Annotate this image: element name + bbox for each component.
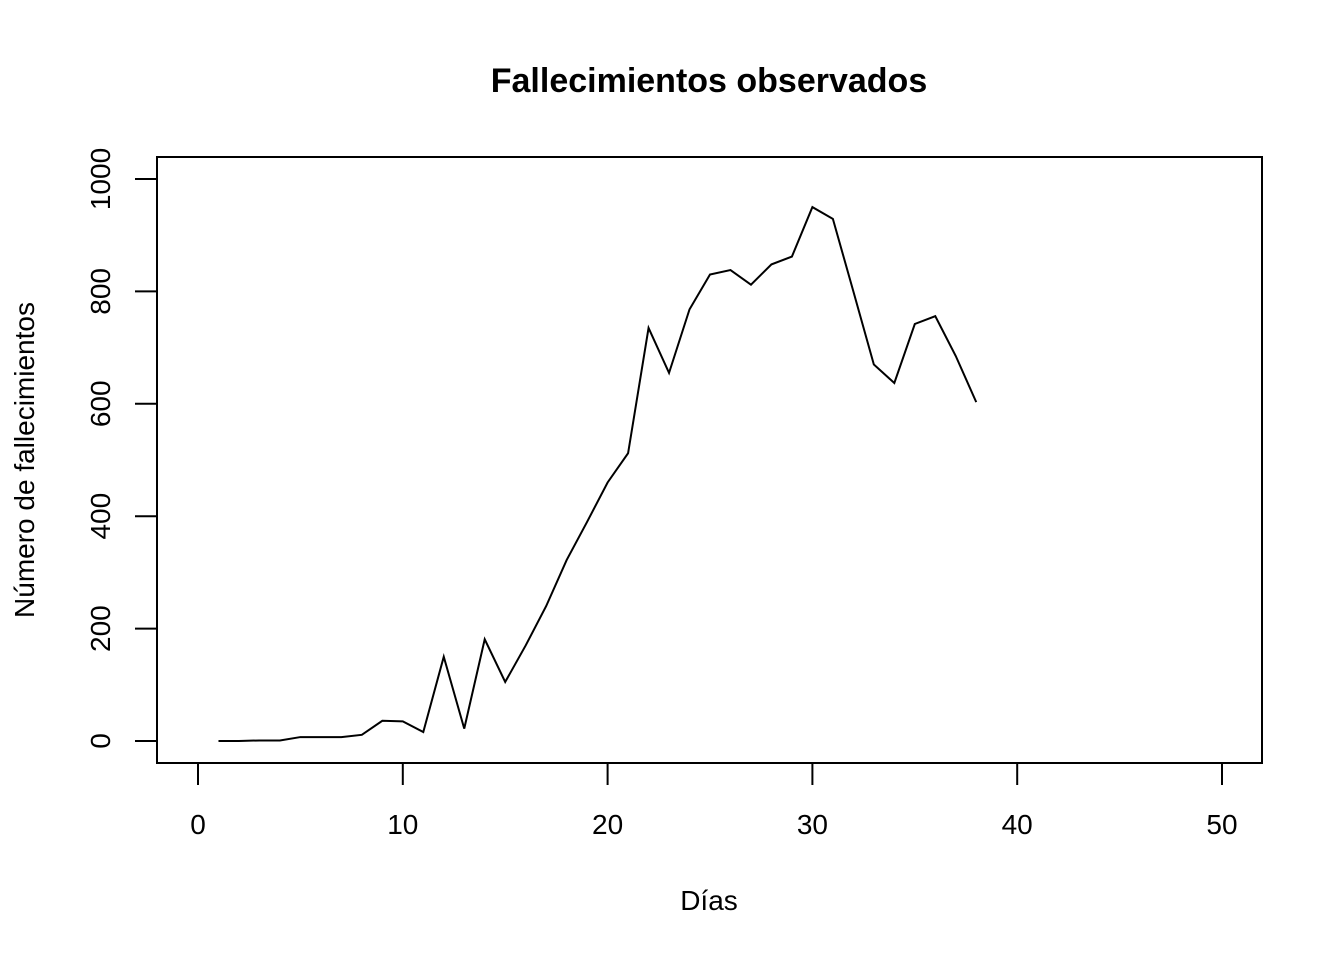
x-tick-label: 20 [592, 809, 623, 840]
y-axis: 0 200 400 600 800 1000 [85, 148, 158, 749]
y-tick-label: 400 [85, 493, 116, 540]
y-tick-label: 600 [85, 380, 116, 427]
deaths-series-line [218, 205, 978, 742]
y-tick-label: 0 [85, 733, 116, 749]
plot-frame [156, 156, 1263, 764]
y-axis-label: Número de fallecimientos [9, 302, 40, 618]
y-tick-label: 800 [85, 268, 116, 315]
x-tick-label: 10 [387, 809, 418, 840]
x-axis: 0 10 20 30 40 50 [190, 762, 1238, 840]
x-tick-label: 50 [1206, 809, 1237, 840]
chart-title: Fallecimientos observados [491, 62, 928, 100]
x-axis-label: Días [680, 885, 738, 916]
y-tick-label: 1000 [85, 148, 116, 210]
x-tick-label: 0 [190, 809, 206, 840]
x-tick-label: 40 [1002, 809, 1033, 840]
x-tick-label: 30 [797, 809, 828, 840]
y-tick-label: 200 [85, 605, 116, 652]
